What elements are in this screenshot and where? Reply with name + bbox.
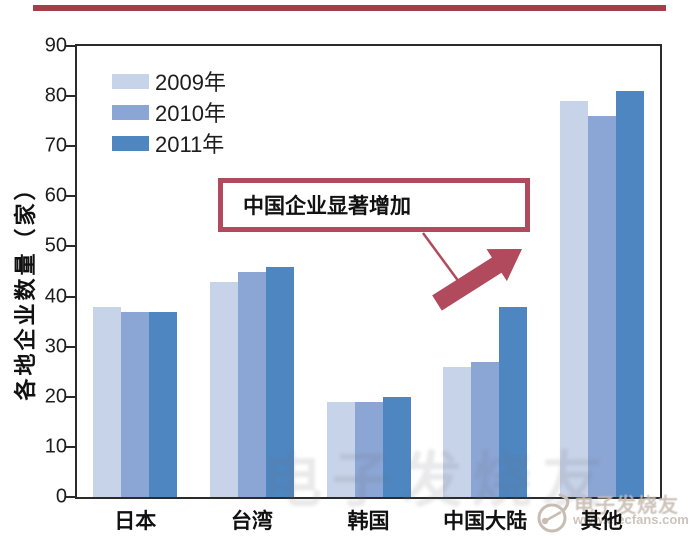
top-accent-bar — [33, 5, 666, 11]
y-tick-mark — [66, 295, 75, 298]
y-tick-mark — [66, 345, 75, 348]
y-tick-label: 10 — [44, 435, 67, 458]
y-tick-mark — [66, 145, 75, 148]
y-tick-label: 60 — [44, 184, 67, 207]
bar-韩国-2010年 — [354, 401, 383, 497]
y-tick-mark — [66, 195, 75, 198]
bar-日本-2010年 — [121, 311, 150, 497]
bar-中国大陆-2009年 — [443, 366, 472, 497]
bar-中国大陆-2010年 — [471, 361, 500, 497]
legend-swatch-2010 — [112, 104, 149, 120]
bar-台湾-2011年 — [265, 266, 294, 497]
bar-韩国-2011年 — [382, 396, 411, 497]
annotation-text: 中国企业显著增加 — [243, 195, 411, 218]
y-tick-mark — [66, 95, 75, 98]
y-tick-label: 40 — [44, 285, 67, 308]
legend-label-2011: 2011年 — [155, 132, 225, 157]
y-tick-mark — [66, 496, 75, 498]
x-axis-label-日本: 日本 — [114, 510, 157, 533]
x-axis-label-其他: 其他 — [580, 510, 623, 533]
bar-其他-2009年 — [559, 101, 588, 497]
watermark-site-name: 电子发烧友 — [574, 495, 679, 517]
annotation-box: 中国企业显著增加 — [218, 178, 530, 232]
x-axis-label-中国大陆: 中国大陆 — [443, 510, 528, 533]
watermark-logo-icon — [537, 493, 570, 533]
legend-item-2009: 2009年 — [112, 70, 226, 95]
y-tick-label: 90 — [44, 34, 67, 57]
y-tick-label: 50 — [44, 234, 67, 257]
y-tick-label: 0 — [55, 485, 67, 508]
y-tick-mark — [66, 395, 75, 398]
bar-其他-2010年 — [587, 116, 616, 497]
legend-item-2011: 2011年 — [112, 132, 226, 157]
legend-swatch-2009 — [112, 73, 149, 89]
y-tick-label: 20 — [44, 385, 67, 408]
y-tick-mark — [66, 45, 75, 47]
x-axis-label-韩国: 韩国 — [347, 510, 390, 533]
bar-中国大陆-2011年 — [499, 306, 528, 497]
ghost-watermark: 电子发烧友 — [262, 447, 612, 514]
site-watermark: 电子发烧友 www.elecfans.com — [536, 487, 693, 537]
bar-台湾-2009年 — [209, 281, 238, 497]
bar-韩国-2009年 — [326, 401, 355, 497]
bar-日本-2011年 — [149, 311, 178, 497]
x-axis-label-台湾: 台湾 — [230, 510, 273, 533]
bar-日本-2009年 — [93, 306, 122, 497]
y-tick-mark — [66, 445, 75, 448]
y-tick-label: 80 — [44, 84, 67, 107]
legend: 2009年 2010年 2011年 — [112, 70, 226, 163]
y-tick-mark — [66, 245, 75, 248]
bar-其他-2011年 — [615, 91, 644, 497]
y-tick-label: 30 — [44, 335, 67, 358]
plot-area: 2009年 2010年 2011年 中国企业显著增加 0 10 20 30 40 50 60… — [45, 35, 662, 533]
bar-台湾-2010年 — [237, 271, 266, 497]
y-tick-label: 70 — [44, 134, 67, 157]
legend-swatch-2011 — [112, 135, 149, 151]
legend-label-2010: 2010年 — [155, 101, 226, 126]
watermark-site-url: www.elecfans.com — [573, 512, 689, 527]
legend-label-2009: 2009年 — [155, 70, 226, 95]
legend-item-2010: 2010年 — [112, 101, 226, 126]
